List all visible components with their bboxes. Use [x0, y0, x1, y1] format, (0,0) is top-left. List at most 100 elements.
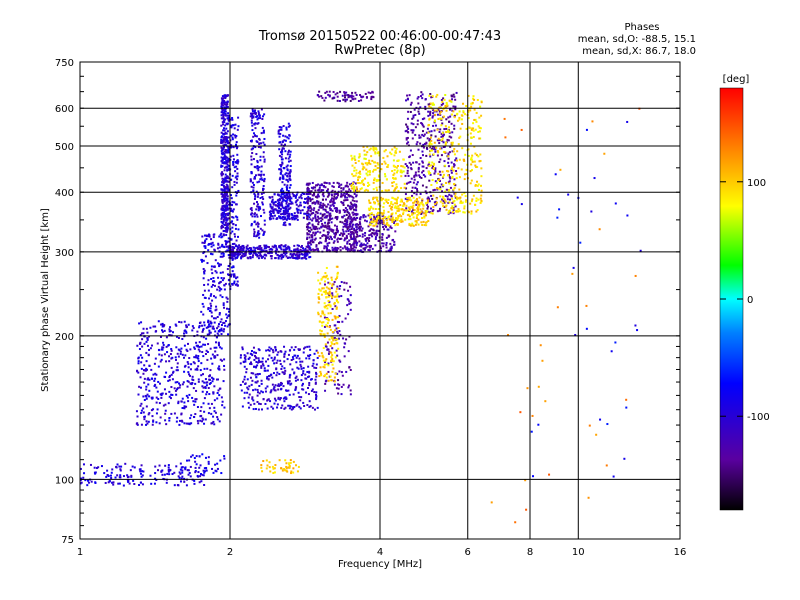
data-point — [416, 123, 419, 126]
data-point — [432, 124, 435, 127]
data-point — [296, 256, 299, 259]
data-point — [180, 321, 183, 324]
data-point — [346, 242, 349, 245]
data-point — [220, 135, 223, 138]
data-point — [432, 109, 435, 112]
data-point — [175, 369, 178, 372]
data-point — [143, 342, 146, 345]
data-point — [253, 197, 256, 200]
data-point — [419, 192, 422, 195]
data-point — [208, 331, 211, 334]
data-point — [137, 356, 140, 359]
data-point — [219, 346, 222, 349]
data-point — [328, 292, 331, 295]
data-point — [193, 403, 196, 406]
data-point — [254, 373, 257, 376]
data-point — [232, 273, 235, 276]
data-point — [285, 209, 288, 212]
data-point — [358, 153, 361, 156]
data-point — [259, 403, 262, 406]
data-point — [413, 209, 416, 212]
data-point — [426, 137, 429, 140]
data-point — [346, 249, 349, 252]
data-point — [414, 186, 417, 189]
data-point — [256, 161, 259, 164]
data-point — [431, 147, 434, 150]
data-point — [394, 165, 397, 168]
data-point — [174, 356, 177, 359]
data-point — [80, 479, 82, 482]
data-point — [395, 198, 398, 201]
data-point — [453, 116, 456, 119]
data-point — [293, 406, 296, 409]
data-point — [401, 208, 404, 211]
data-point — [333, 207, 336, 210]
data-point — [453, 147, 456, 150]
data-point — [374, 151, 377, 154]
data-point — [324, 272, 327, 275]
data-point — [224, 207, 227, 210]
data-point — [282, 190, 285, 193]
data-point — [321, 222, 324, 225]
data-point — [190, 422, 193, 425]
data-point — [298, 255, 301, 258]
data-point — [351, 187, 354, 190]
data-point — [281, 147, 284, 150]
data-point — [453, 199, 456, 202]
data-point — [427, 131, 430, 134]
data-point — [253, 231, 256, 234]
data-point — [289, 383, 292, 386]
data-point — [287, 404, 290, 407]
data-point — [206, 367, 209, 370]
data-point — [326, 242, 329, 245]
data-point — [311, 234, 314, 237]
data-point — [306, 233, 309, 236]
data-point — [164, 419, 167, 422]
data-point — [384, 198, 387, 201]
data-point — [387, 249, 390, 252]
data-point — [375, 218, 378, 221]
data-point — [193, 356, 196, 359]
data-point — [348, 228, 351, 231]
data-point — [280, 248, 283, 251]
data-point — [343, 355, 346, 358]
data-point — [343, 222, 346, 225]
data-point — [437, 178, 440, 181]
data-point — [236, 167, 239, 170]
data-point — [148, 364, 151, 367]
data-point — [331, 358, 334, 361]
data-point — [285, 172, 288, 175]
data-point — [287, 208, 290, 211]
data-point — [425, 186, 428, 189]
data-point — [327, 233, 330, 236]
data-point — [229, 178, 232, 181]
data-point — [314, 382, 317, 385]
data-point — [259, 207, 262, 210]
data-point — [133, 482, 136, 485]
data-point — [379, 196, 382, 199]
data-point — [202, 267, 205, 270]
data-point — [197, 378, 200, 381]
data-point — [302, 247, 305, 250]
data-point — [463, 173, 466, 176]
data-point — [389, 207, 392, 210]
data-point — [411, 212, 414, 215]
data-point — [155, 386, 158, 389]
data-point — [281, 212, 284, 215]
data-point — [318, 227, 321, 230]
data-point — [411, 194, 414, 197]
data-point — [295, 375, 298, 378]
data-point — [257, 359, 260, 362]
data-point — [347, 185, 350, 188]
data-point — [346, 199, 349, 202]
data-point — [359, 216, 362, 219]
data-point — [282, 385, 285, 388]
data-point — [312, 249, 315, 252]
data-point — [344, 94, 347, 97]
data-point — [194, 470, 197, 473]
data-point — [308, 370, 311, 373]
data-point — [280, 126, 283, 129]
data-point — [422, 146, 425, 149]
data-point — [236, 162, 239, 165]
data-point — [216, 288, 219, 291]
